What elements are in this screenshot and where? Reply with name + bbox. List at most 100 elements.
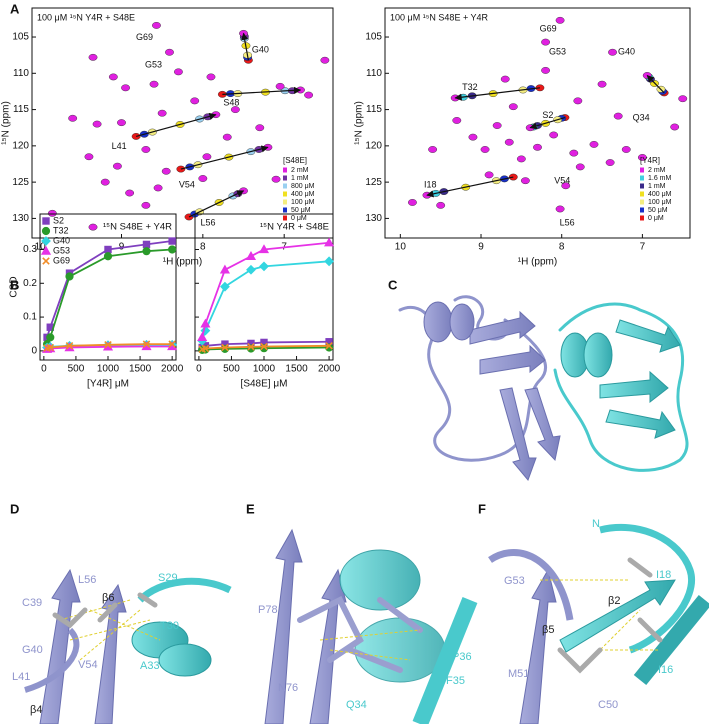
marker (200, 318, 211, 328)
residue-label: I18 (656, 569, 671, 581)
legend-label: 0 μM (648, 215, 664, 222)
strand (599, 370, 669, 404)
peak (152, 22, 161, 29)
marker (201, 344, 210, 353)
peak (621, 146, 631, 153)
y-tick-label: 105 (12, 32, 29, 43)
legend-label: 1 mM (291, 175, 309, 182)
residue-label: F35 (446, 675, 465, 687)
shift-arrow (454, 87, 540, 101)
peak (492, 122, 502, 129)
peak (121, 84, 130, 92)
y-tick-label: 0 (31, 346, 37, 357)
marker (65, 342, 74, 350)
legend-label: 100 μM (648, 199, 672, 206)
peak (452, 117, 462, 124)
strand (524, 387, 561, 462)
legend-label: 2 mM (291, 167, 309, 174)
peak (555, 205, 565, 213)
peak (125, 189, 135, 197)
residue-label: β4 (30, 704, 42, 716)
peak (88, 223, 98, 231)
panel-label: F (478, 501, 486, 516)
y-tick-label: 105 (365, 32, 382, 43)
peak (605, 159, 615, 166)
peak (275, 82, 285, 90)
residue-label: M51 (508, 668, 529, 680)
peak (149, 80, 159, 88)
marker (41, 236, 51, 246)
x-axis-label: [S48E] μM (241, 379, 288, 390)
marker (168, 245, 177, 254)
strand (469, 310, 536, 345)
peak (141, 201, 151, 209)
legend-title: [Y4R] (640, 156, 660, 165)
peak (468, 133, 478, 141)
y-axis-label: CSD (9, 276, 20, 297)
residue-label: N76 (278, 682, 298, 694)
residue-label: C39 (22, 597, 42, 609)
x-tick-label: 0 (41, 364, 47, 375)
y-tick-label: 115 (13, 104, 29, 115)
panel-label: B (10, 277, 19, 292)
peak (408, 199, 417, 206)
strand (264, 528, 303, 724)
residue-label: I16 (658, 664, 673, 676)
peak-label: G53 (549, 46, 566, 56)
residue-label: C50 (598, 699, 618, 711)
peak (589, 141, 599, 148)
peak (230, 106, 240, 113)
marker (104, 341, 112, 349)
helix (339, 549, 421, 611)
marker (324, 256, 335, 267)
plot-frame (31, 7, 334, 239)
panel-label: D (10, 501, 19, 516)
x-tick-label: 1500 (129, 364, 152, 375)
marker (246, 264, 256, 275)
peak-label: G53 (145, 60, 162, 70)
contact (319, 629, 421, 661)
marker (220, 281, 230, 292)
legend-swatch (283, 207, 287, 213)
x-tick-label: 0 (196, 364, 202, 375)
x-tick-label: 2000 (161, 364, 184, 375)
residue-label: G53 (504, 575, 525, 587)
peak (100, 178, 110, 186)
legend-swatch (283, 167, 287, 173)
shift-arrow (529, 116, 566, 130)
marker (245, 251, 257, 260)
legend-label: 100 μM (291, 199, 315, 206)
x-tick-label: 8 (559, 242, 565, 253)
coil (488, 549, 574, 621)
legend-swatch (640, 175, 644, 181)
coil (24, 627, 80, 693)
legend-swatch (640, 199, 644, 205)
shift-arrow (646, 74, 665, 94)
legend-label: S2 (53, 215, 64, 225)
residue-label: Q34 (346, 699, 367, 711)
peak (68, 114, 78, 122)
legend-label: G53 (53, 245, 70, 255)
series-line (201, 241, 330, 338)
structure-f (488, 523, 709, 724)
peak (108, 73, 118, 81)
strand (39, 568, 81, 724)
peak (117, 119, 126, 127)
marker (103, 252, 113, 261)
peak (165, 48, 174, 56)
residue-label: L41 (12, 671, 30, 683)
peak (608, 48, 617, 56)
legend-swatch (640, 183, 644, 189)
helix (423, 301, 453, 343)
x-tick-label: 1000 (97, 364, 120, 375)
peak (670, 123, 680, 131)
residue-label: T30 (160, 620, 179, 632)
peak (504, 138, 514, 146)
y-axis-label: ¹⁵N (ppm) (1, 101, 12, 145)
coil (453, 295, 507, 341)
peak (174, 68, 183, 76)
peak-label: G40 (618, 47, 635, 57)
x-tick-label: 500 (223, 364, 240, 375)
legend-label: G69 (53, 255, 70, 265)
helix (583, 332, 613, 378)
